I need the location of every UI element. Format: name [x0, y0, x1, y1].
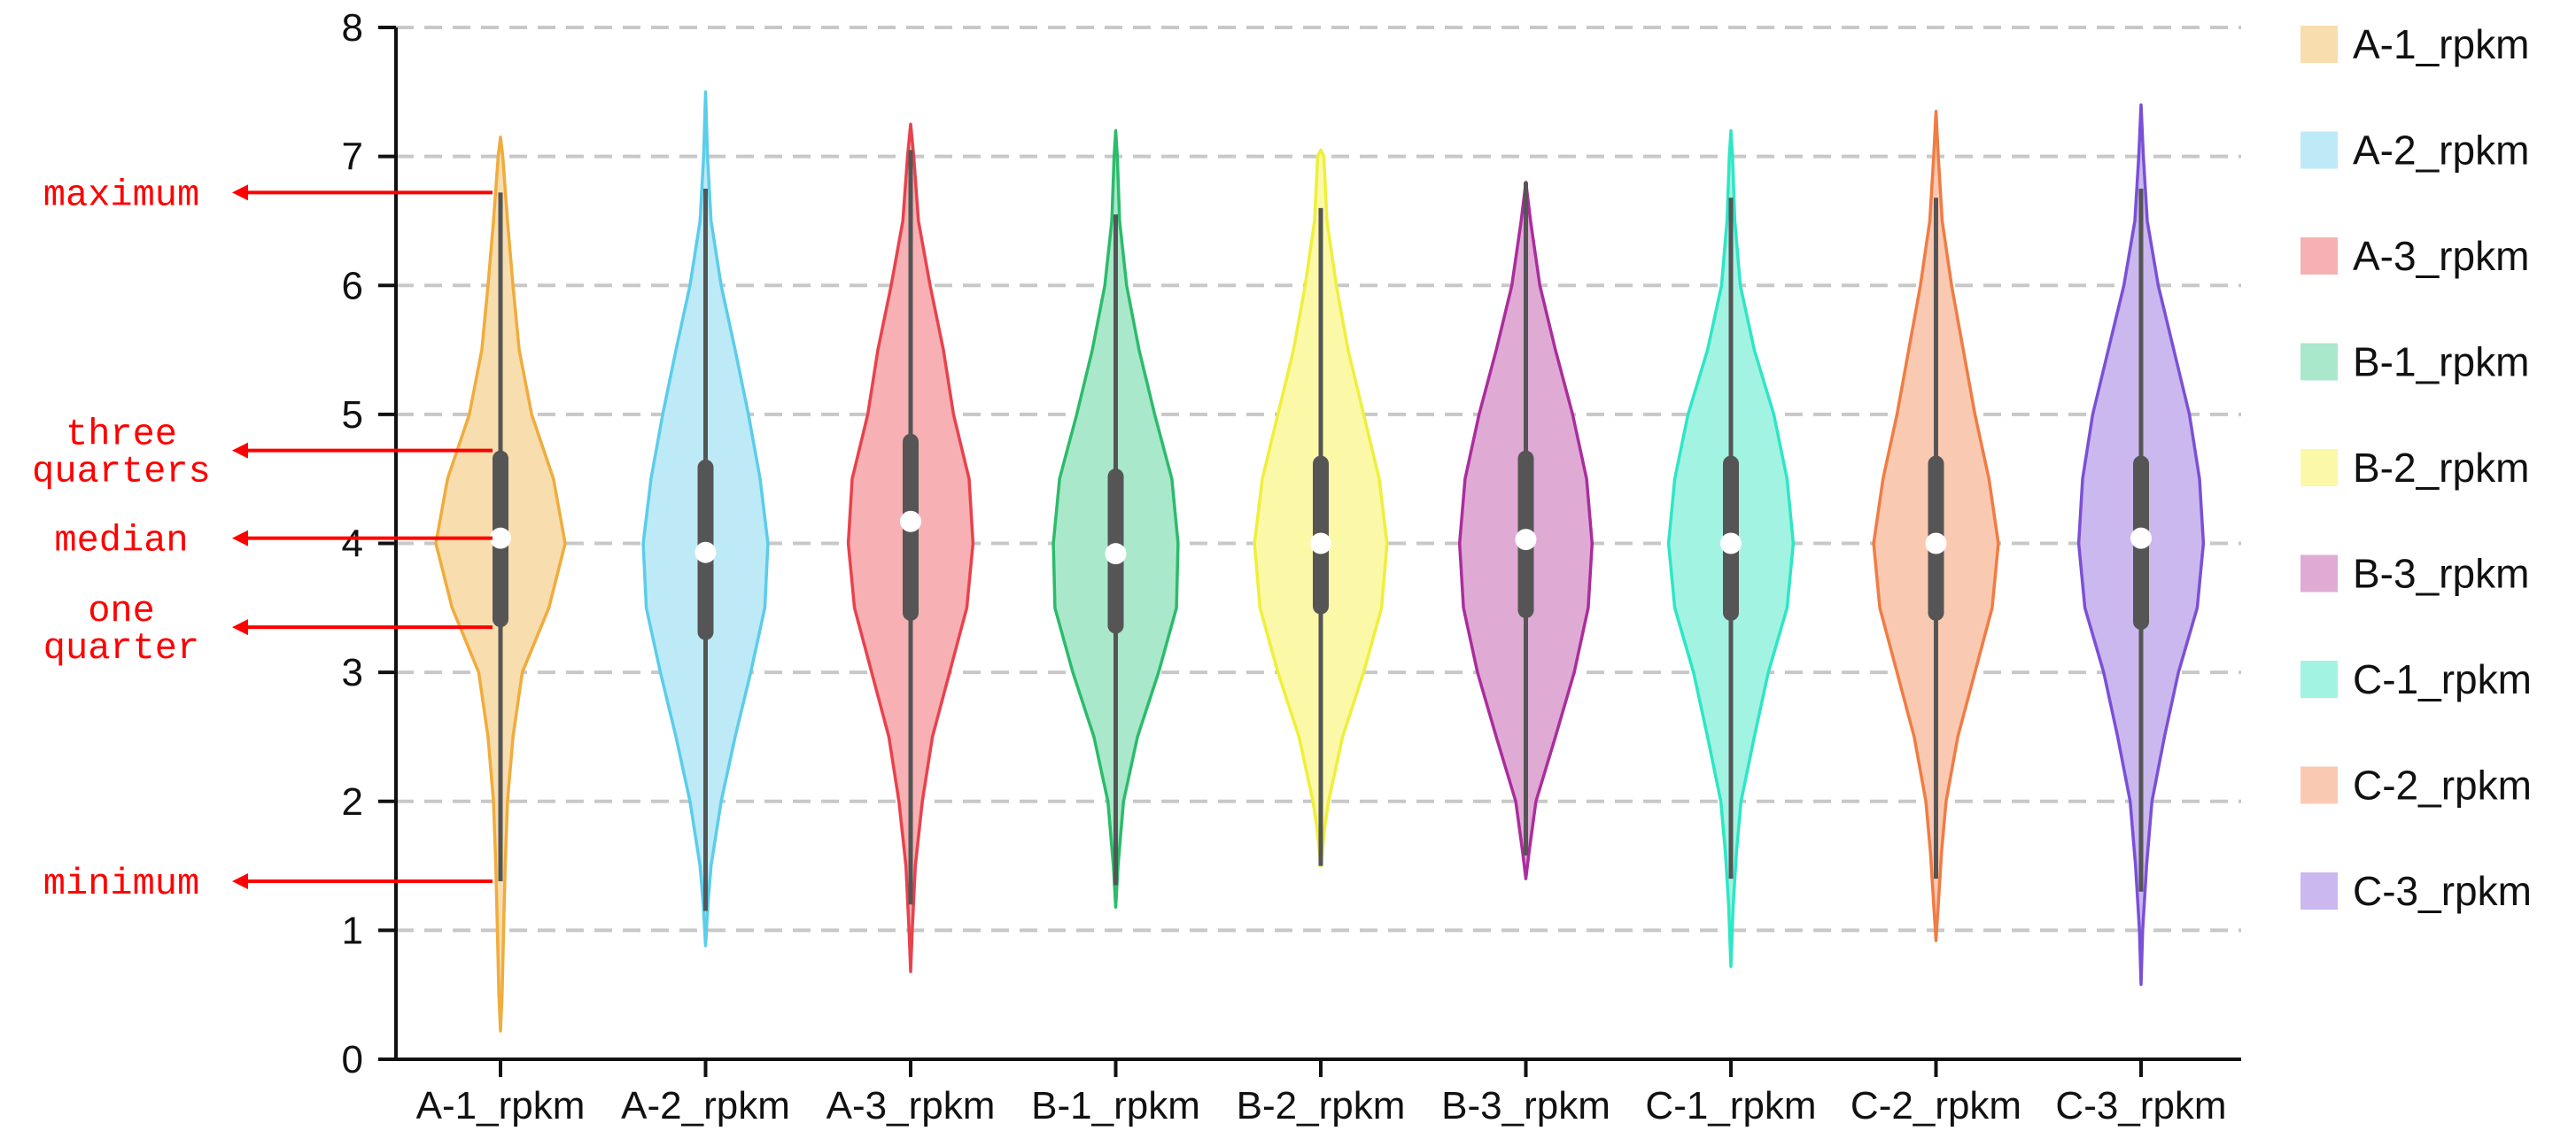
- median-dot: [2130, 527, 2152, 549]
- legend-swatch: [2301, 766, 2338, 804]
- y-tick-label: 0: [342, 1038, 363, 1081]
- violin-C-3_rpkm: [2076, 103, 2206, 987]
- annotation-arrowhead: [232, 184, 248, 201]
- legend-swatch: [2301, 237, 2338, 275]
- legend-label: C-3_rpkm: [2353, 868, 2532, 914]
- legend-swatch: [2301, 661, 2338, 698]
- median-dot: [490, 527, 511, 549]
- median-dot: [1515, 529, 1537, 551]
- violin-C-2_rpkm: [1872, 109, 2000, 942]
- violin-B-1_rpkm: [1051, 128, 1180, 909]
- x-tick-label: C-1_rpkm: [1645, 1084, 1816, 1127]
- legend-swatch: [2301, 449, 2338, 486]
- annotation-label: quarter: [43, 627, 199, 670]
- annotation-label: quarters: [32, 451, 211, 493]
- violin-A-2_rpkm: [641, 90, 770, 948]
- x-tick-label: B-3_rpkm: [1441, 1084, 1610, 1127]
- violin-B-2_rpkm: [1253, 148, 1389, 868]
- median-dot: [1720, 532, 1742, 554]
- median-dot: [694, 541, 717, 563]
- legend-swatch: [2301, 131, 2338, 169]
- legend-label: A-2_rpkm: [2353, 128, 2529, 174]
- median-dot: [1105, 543, 1127, 565]
- violin-C-1_rpkm: [1666, 128, 1796, 968]
- x-tick-label: C-3_rpkm: [2055, 1084, 2226, 1127]
- y-tick-label: 8: [342, 6, 363, 50]
- x-tick-label: C-2_rpkm: [1851, 1084, 2021, 1127]
- annotation-label: minimum: [43, 863, 199, 905]
- y-tick-label: 3: [342, 651, 363, 694]
- violin-plots: [434, 90, 2206, 1033]
- legend-swatch: [2301, 343, 2338, 381]
- y-tick-label: 2: [342, 780, 363, 824]
- violin-B-3_rpkm: [1457, 181, 1594, 880]
- x-tick-label: A-2_rpkm: [621, 1084, 790, 1127]
- annotation-arrowhead: [232, 442, 248, 459]
- annotation-label: one: [88, 590, 155, 632]
- legend-label: B-1_rpkm: [2353, 339, 2529, 385]
- legend-label: A-1_rpkm: [2353, 21, 2529, 67]
- legend-label: A-3_rpkm: [2353, 233, 2529, 279]
- axes: A-1_rpkm A-2_rpkm A-3_rpkm B-1_rpkm B-2_rpkm…: [342, 6, 2241, 1127]
- x-tick-label: A-3_rpkm: [826, 1084, 996, 1127]
- y-tick-label: 4: [342, 523, 363, 566]
- legend-label: B-3_rpkm: [2353, 551, 2529, 597]
- annotation-arrowhead: [232, 873, 248, 890]
- y-tick-label: 6: [342, 264, 363, 307]
- violin-A-3_rpkm: [846, 122, 975, 973]
- x-tick-label: B-2_rpkm: [1237, 1084, 1406, 1127]
- annotation-label: three: [66, 414, 177, 456]
- annotation-label: median: [54, 520, 188, 562]
- violin-A-1_rpkm: [434, 136, 567, 1033]
- legend: A-1_rpkm A-2_rpkm A-3_rpkm B-1_rpkm B-2_rpkm…: [2301, 21, 2532, 914]
- median-dot: [1310, 532, 1331, 554]
- legend-label: B-2_rpkm: [2353, 445, 2529, 491]
- legend-swatch: [2301, 872, 2338, 910]
- legend-swatch: [2301, 554, 2338, 593]
- annotation-arrowhead: [232, 619, 248, 636]
- annotation-arrowhead: [232, 530, 248, 546]
- x-tick-label: A-1_rpkm: [416, 1084, 586, 1127]
- y-tick-label: 1: [342, 909, 363, 952]
- y-tick-label: 5: [342, 393, 363, 437]
- median-dot: [900, 510, 921, 532]
- legend-label: C-1_rpkm: [2353, 656, 2532, 702]
- annotation-label: maximum: [43, 174, 199, 216]
- y-tick-label: 7: [342, 136, 363, 179]
- legend-swatch: [2301, 26, 2338, 63]
- legend-label: C-2_rpkm: [2353, 763, 2532, 809]
- x-tick-label: B-1_rpkm: [1031, 1084, 1200, 1127]
- median-dot: [1925, 532, 1947, 554]
